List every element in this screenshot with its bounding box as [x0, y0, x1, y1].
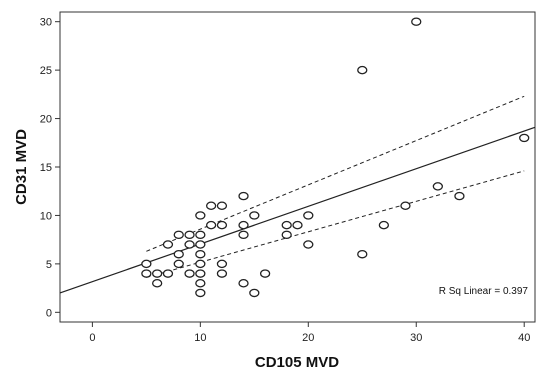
data-point: [378, 220, 390, 230]
data-point: [195, 240, 206, 249]
data-point: [281, 230, 292, 240]
y-axis: 0 5 10 15 20 25 30: [40, 17, 60, 319]
x-tick-label: 0: [89, 332, 95, 344]
data-point: [238, 220, 249, 230]
data-point: [303, 211, 314, 220]
data-point: [259, 269, 271, 278]
data-point: [152, 269, 163, 278]
data-point: [195, 230, 206, 240]
data-points: [141, 17, 530, 298]
data-point: [152, 278, 163, 288]
data-point: [184, 230, 195, 240]
data-point: [195, 269, 206, 278]
data-point: [303, 240, 314, 249]
fit-lines: [59, 95, 536, 294]
data-point: [195, 288, 206, 298]
x-tick-label: 10: [194, 332, 206, 344]
data-point: [173, 259, 184, 269]
data-point: [195, 211, 206, 220]
y-tick-label: 30: [40, 17, 52, 29]
data-point: [238, 191, 249, 201]
data-point: [238, 278, 249, 288]
y-tick-label: 20: [40, 114, 52, 126]
x-tick-label: 30: [410, 332, 422, 344]
data-point: [411, 17, 422, 26]
x-tick-label: 40: [518, 332, 530, 344]
r-squared-annotation: R Sq Linear = 0.397: [439, 286, 529, 297]
data-point: [205, 220, 217, 230]
x-axis-title: CD105 MVD: [255, 354, 339, 371]
data-point: [195, 259, 206, 269]
data-point: [454, 191, 465, 201]
data-point: [162, 269, 174, 278]
y-tick-label: 0: [46, 307, 52, 319]
data-point: [195, 249, 206, 259]
x-tick-label: 20: [302, 332, 314, 344]
data-point: [432, 182, 443, 191]
data-point: [216, 259, 228, 269]
y-tick-label: 10: [40, 210, 52, 222]
ci-lower-line: [146, 170, 525, 278]
data-point: [519, 133, 530, 143]
data-point: [216, 220, 228, 230]
y-tick-label: 15: [40, 162, 52, 174]
data-point: [205, 201, 217, 210]
data-point: [281, 220, 292, 230]
data-point: [173, 230, 184, 240]
data-point: [216, 269, 228, 278]
data-point: [184, 269, 195, 278]
regression-line: [59, 126, 536, 294]
data-point: [249, 288, 260, 298]
data-point: [249, 211, 260, 220]
data-point: [162, 240, 174, 249]
data-point: [141, 269, 152, 278]
data-point: [184, 240, 195, 249]
y-axis-title: CD31 MVD: [13, 129, 30, 205]
x-axis: 0 10 20 30 40: [89, 322, 530, 344]
y-tick-label: 5: [46, 259, 52, 271]
data-point: [173, 249, 184, 259]
plot-area: [59, 11, 536, 323]
data-point: [238, 230, 249, 240]
data-point: [216, 201, 228, 210]
data-point: [357, 65, 368, 75]
data-point: [400, 201, 411, 210]
ci-upper-line: [146, 95, 525, 252]
data-point: [292, 220, 303, 230]
data-point: [357, 249, 368, 259]
data-point: [141, 259, 152, 269]
data-point: [195, 278, 206, 288]
y-tick-label: 25: [40, 65, 52, 77]
